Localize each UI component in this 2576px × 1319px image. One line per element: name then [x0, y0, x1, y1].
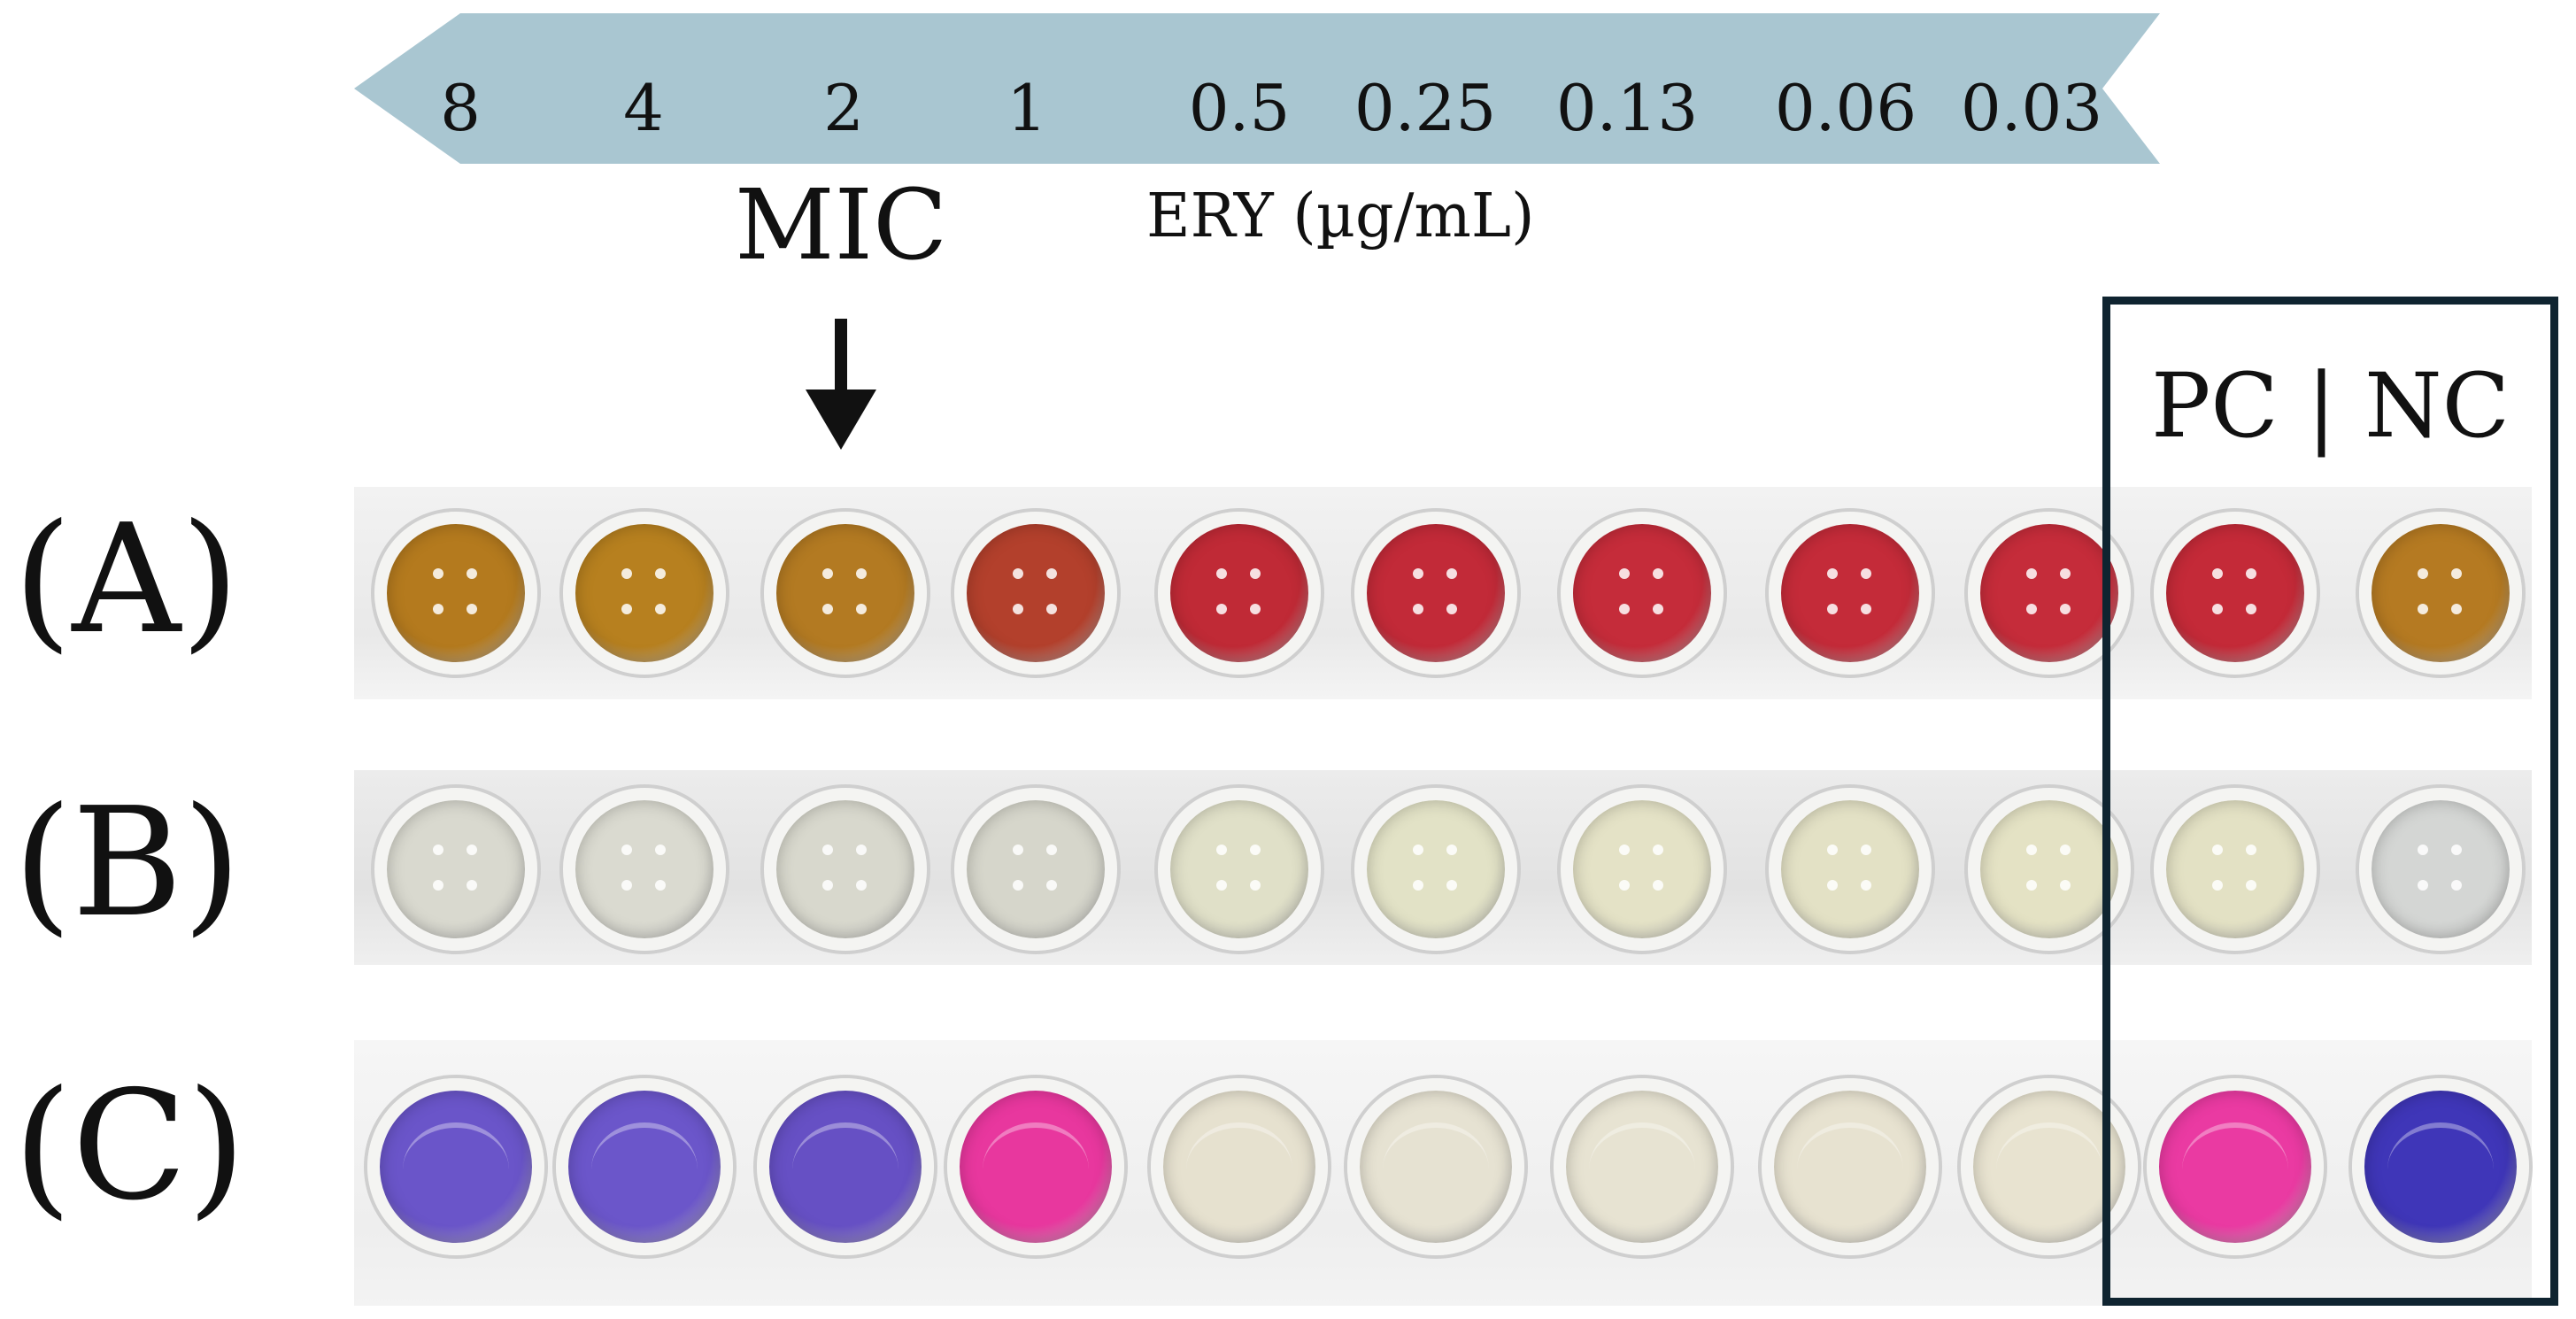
- mic-down-arrow-icon: [806, 319, 876, 450]
- well-row-b-6: [1354, 788, 1517, 951]
- well-row-b-2: [563, 788, 726, 951]
- row-label-c: (C): [13, 1059, 246, 1234]
- concentration-label: 0.13: [1555, 71, 1699, 145]
- well-row-a-4: [954, 512, 1117, 675]
- well-row-c-4: [947, 1078, 1124, 1255]
- row-label-b: (B): [13, 775, 242, 951]
- well-row-a-5: [1158, 512, 1321, 675]
- row-label-a: (A): [13, 492, 240, 667]
- well-row-b-1: [374, 788, 537, 951]
- well-row-c-3: [757, 1078, 934, 1255]
- well-row-b-3: [764, 788, 927, 951]
- well-row-c-8: [1762, 1078, 1939, 1255]
- concentration-label: 2: [823, 71, 864, 145]
- concentration-label: 8: [440, 71, 481, 145]
- concentration-label: 4: [623, 71, 664, 145]
- well-row-b-4: [954, 788, 1117, 951]
- concentration-label: 1: [1006, 71, 1047, 145]
- well-row-a-8: [1769, 512, 1932, 675]
- concentration-label: 0.06: [1774, 71, 1917, 145]
- well-row-a-3: [764, 512, 927, 675]
- well-row-b-7: [1561, 788, 1724, 951]
- well-row-c-2: [556, 1078, 733, 1255]
- well-row-a-1: [374, 512, 537, 675]
- well-row-b-8: [1769, 788, 1932, 951]
- well-row-c-7: [1554, 1078, 1731, 1255]
- concentration-label: 0.5: [1188, 71, 1291, 145]
- well-row-b-5: [1158, 788, 1321, 951]
- well-row-c-5: [1151, 1078, 1328, 1255]
- well-row-c-1: [367, 1078, 544, 1255]
- concentration-label: 0.25: [1354, 71, 1497, 145]
- pc-nc-label: PC | NC: [2151, 354, 2510, 458]
- well-row-a-7: [1561, 512, 1724, 675]
- well-row-a-2: [563, 512, 726, 675]
- well-row-c-6: [1347, 1078, 1524, 1255]
- well-row-a-6: [1354, 512, 1517, 675]
- mic-label: MIC: [735, 168, 948, 282]
- ery-axis-label: ERY (µg/mL): [1146, 181, 1535, 251]
- concentration-label: 0.03: [1960, 71, 2103, 145]
- well-row-a-11: [2359, 512, 2522, 675]
- controls-box: [2102, 297, 2558, 1306]
